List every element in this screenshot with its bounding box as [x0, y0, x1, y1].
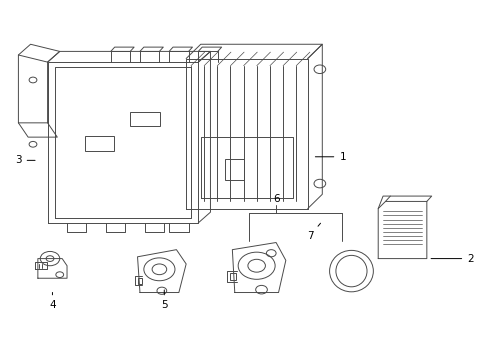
Text: 5: 5 — [161, 290, 167, 310]
Text: 6: 6 — [272, 194, 279, 204]
Bar — [229, 273, 235, 280]
Bar — [85, 136, 114, 150]
Bar — [130, 112, 159, 126]
Bar — [137, 278, 142, 284]
Text: 4: 4 — [49, 292, 56, 310]
Text: 1: 1 — [315, 152, 345, 162]
Bar — [224, 158, 244, 180]
Text: 7: 7 — [306, 223, 320, 241]
Text: 3: 3 — [15, 156, 35, 165]
Text: 2: 2 — [430, 253, 473, 264]
